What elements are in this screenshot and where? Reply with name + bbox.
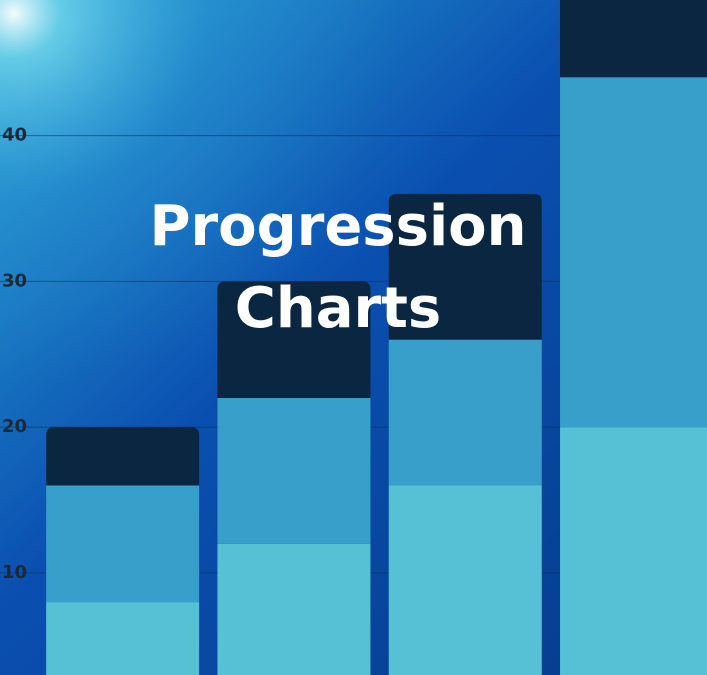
bar-segment bbox=[560, 0, 707, 78]
bar-segment bbox=[560, 77, 707, 428]
y-tick-label: 10 bbox=[2, 562, 27, 583]
bar-segment bbox=[217, 281, 371, 399]
y-tick-label: 40 bbox=[2, 125, 27, 146]
bar-segment bbox=[560, 427, 707, 675]
y-axis: 10 20 30 40 bbox=[2, 125, 27, 583]
bars bbox=[46, 0, 707, 675]
bar-segment bbox=[217, 543, 371, 675]
bar-segment bbox=[388, 193, 542, 340]
bar-segment bbox=[46, 427, 200, 486]
bar-segment bbox=[46, 602, 200, 675]
bar-segment bbox=[388, 485, 542, 675]
bar-segment bbox=[217, 398, 371, 544]
bar-segment bbox=[46, 485, 200, 603]
chart-title-line-2: Charts bbox=[235, 276, 441, 341]
bar-segment bbox=[388, 339, 542, 486]
y-tick-label: 20 bbox=[2, 416, 27, 437]
y-tick-label: 30 bbox=[2, 270, 27, 291]
chart-title-line-1: Progression bbox=[149, 194, 526, 259]
